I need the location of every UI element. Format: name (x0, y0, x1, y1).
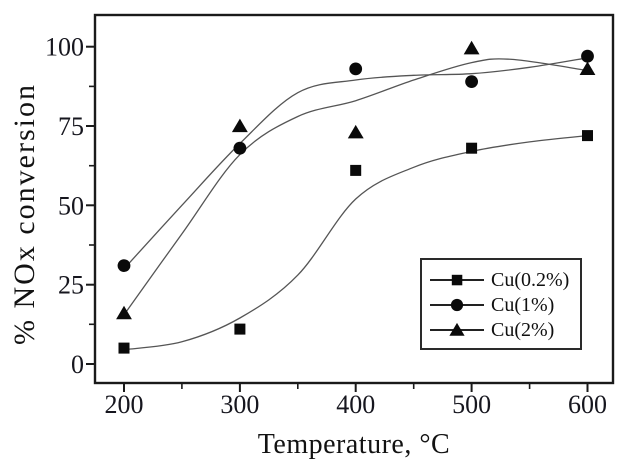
marker-square-icon (118, 342, 130, 354)
legend-label: Cu(1%) (491, 293, 555, 316)
legend-key-square (430, 274, 484, 285)
marker-square-icon (582, 130, 593, 142)
marker-square-icon (451, 274, 463, 285)
y-tick-label: 25 (58, 271, 84, 300)
x-tick-label: 400 (336, 390, 375, 419)
marker-triangle-icon (579, 61, 596, 75)
x-tick-label: 500 (452, 390, 491, 419)
marker-circle-icon (233, 141, 247, 155)
marker-square-icon (234, 323, 246, 335)
x-axis-title: Temperature, °C (257, 429, 451, 460)
y-tick-label: 50 (58, 191, 84, 220)
y-tick-label: 0 (71, 350, 84, 379)
marker-circle-icon (117, 259, 131, 272)
y-tick-label: 75 (58, 112, 84, 141)
x-tick-label: 200 (105, 390, 144, 419)
trend-line-circle (123, 57, 588, 270)
legend-row: Cu(0.2%) (430, 267, 580, 292)
marker-square-icon (466, 142, 478, 154)
marker-circle-icon (349, 62, 363, 76)
x-tick-label: 600 (568, 390, 607, 419)
trend-line-square (123, 134, 588, 351)
marker-triangle-icon (449, 322, 465, 336)
trend-line-triangle (123, 58, 588, 316)
x-tick-label: 300 (220, 390, 259, 419)
legend-key-circle (430, 298, 484, 311)
marker-triangle-icon (463, 40, 480, 55)
legend-row: Cu(1%) (430, 292, 580, 317)
legend-key-triangle (430, 322, 484, 336)
y-axis-title: % NOx conversion (8, 83, 41, 345)
y-tick-label: 100 (45, 33, 84, 62)
legend: Cu(0.2%) Cu(1%) Cu(2%) (420, 258, 582, 350)
marker-circle-icon (465, 75, 478, 88)
marker-triangle-icon (116, 305, 132, 320)
marker-triangle-icon (231, 118, 248, 133)
marker-circle-icon (581, 49, 594, 63)
legend-row: Cu(2%) (430, 317, 580, 342)
marker-triangle-icon (347, 124, 364, 139)
plot-frame (93, 13, 615, 385)
marker-circle-icon (450, 298, 464, 311)
marker-square-icon (350, 164, 362, 176)
legend-label: Cu(2%) (491, 318, 555, 341)
legend-label: Cu(0.2%) (491, 268, 570, 291)
